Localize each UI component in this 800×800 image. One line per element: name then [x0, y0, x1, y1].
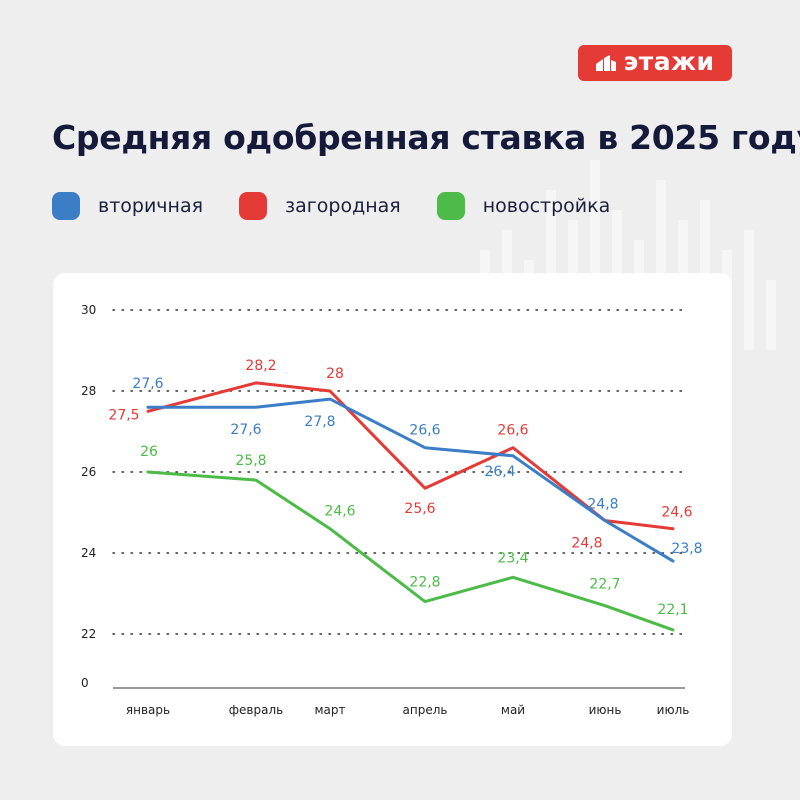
chart-legend: вторичная загородная новостройка [52, 192, 646, 220]
line-chart: 30 28 26 24 22 0 январь февраль март апрель май июн… [81, 303, 703, 717]
y-tick-label: 24 [81, 546, 96, 560]
legend-label: новостройка [482, 195, 611, 217]
legend-item-new-build: новостройка [436, 192, 611, 220]
data-label: 22,1 [657, 602, 688, 618]
y-tick-label: 0 [81, 676, 89, 690]
x-tick-label: май [501, 703, 525, 717]
y-tick-label: 22 [81, 627, 96, 641]
legend-label: вторичная [98, 195, 204, 217]
data-label: 23,4 [497, 550, 528, 566]
series-line-0 [146, 397, 675, 563]
series-line-2 [146, 470, 675, 632]
legend-label: загородная [285, 195, 401, 217]
chart-card: 30 28 26 24 22 0 январь февраль март апрель май июн… [53, 273, 732, 746]
data-label: 22,8 [409, 575, 440, 591]
data-label: 26,6 [409, 423, 440, 439]
brand-name: этажи [623, 47, 715, 76]
chart-title: Средняя одобренная ставка в 2025 году [52, 118, 800, 157]
legend-swatch [239, 192, 268, 220]
x-tick-label: февраль [229, 703, 283, 717]
data-label: 26,6 [497, 423, 528, 439]
data-label: 24,8 [587, 497, 618, 513]
data-label: 25,6 [404, 501, 435, 517]
x-tick-label: июль [657, 703, 690, 717]
data-label: 28 [326, 366, 344, 382]
legend-item-suburban: загородная [239, 192, 401, 220]
data-label: 22,7 [589, 577, 620, 593]
data-label: 27,6 [230, 422, 261, 438]
data-label: 28,2 [245, 358, 276, 374]
data-label: 27,5 [108, 407, 139, 423]
y-tick-label: 30 [81, 303, 96, 317]
data-label: 26,4 [484, 464, 515, 480]
building-icon [596, 55, 617, 71]
y-tick-label: 26 [81, 465, 96, 479]
legend-swatch [436, 192, 465, 220]
data-label: 27,8 [304, 414, 335, 430]
data-label: 24,6 [661, 505, 692, 521]
x-tick-label: апрель [403, 703, 448, 717]
data-label: 23,8 [671, 541, 702, 557]
data-label: 24,8 [571, 536, 602, 552]
data-label: 24,6 [324, 504, 355, 520]
legend-swatch [52, 192, 80, 220]
x-tick-label: январь [126, 703, 170, 717]
brand-logo: этажи [578, 45, 732, 81]
y-tick-label: 28 [81, 384, 96, 398]
legend-item-secondary: вторичная [52, 192, 203, 220]
data-label: 26 [140, 444, 158, 460]
x-tick-label: март [314, 703, 345, 717]
x-tick-label: июнь [589, 703, 622, 717]
data-label: 25,8 [235, 453, 266, 469]
data-label: 27,6 [132, 376, 163, 392]
